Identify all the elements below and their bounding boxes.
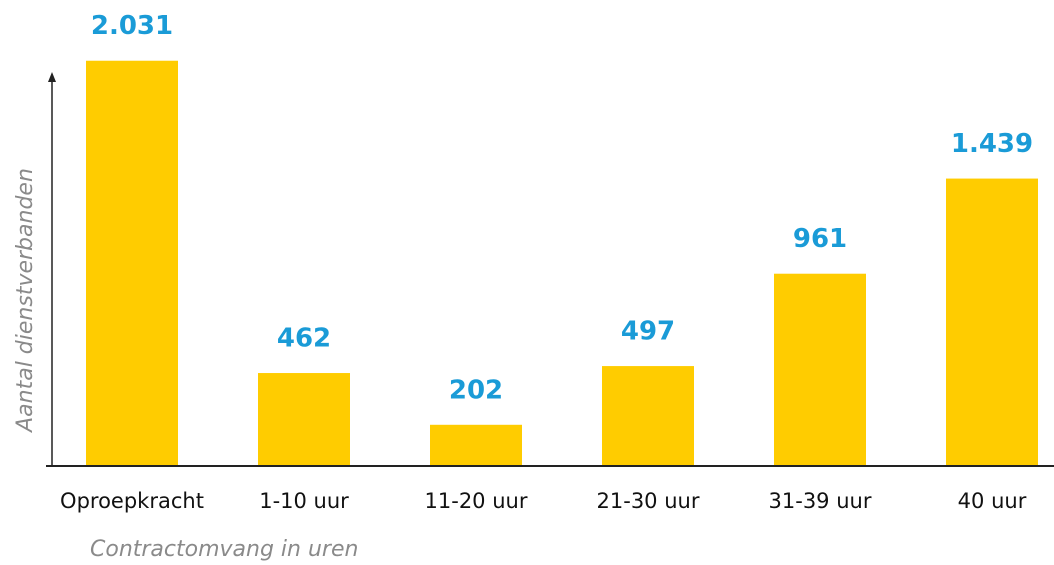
y-axis-arrow [48,72,56,82]
bar [86,60,178,466]
bar [258,373,350,465]
x-tick-label: Oproepkracht [60,489,204,513]
value-label: 202 [449,375,503,405]
x-tick-label: 40 uur [958,489,1027,513]
x-tick-label: 1-10 uur [259,489,349,513]
x-axis-title: Contractomvang in uren [90,537,358,562]
y-axis-title: Aantal dienstverbanden [13,168,38,434]
bar [946,178,1038,465]
bar [774,273,866,465]
x-tick-label: 31-39 uur [769,489,872,513]
value-label: 462 [277,324,331,354]
value-label: 2.031 [91,11,173,41]
value-label: 1.439 [951,129,1033,159]
x-tick-label: 21-30 uur [597,489,700,513]
bar [430,424,522,465]
value-label: 497 [621,317,675,347]
bar [602,366,694,465]
value-label: 961 [793,224,847,254]
x-tick-label: 11-20 uur [425,489,528,513]
